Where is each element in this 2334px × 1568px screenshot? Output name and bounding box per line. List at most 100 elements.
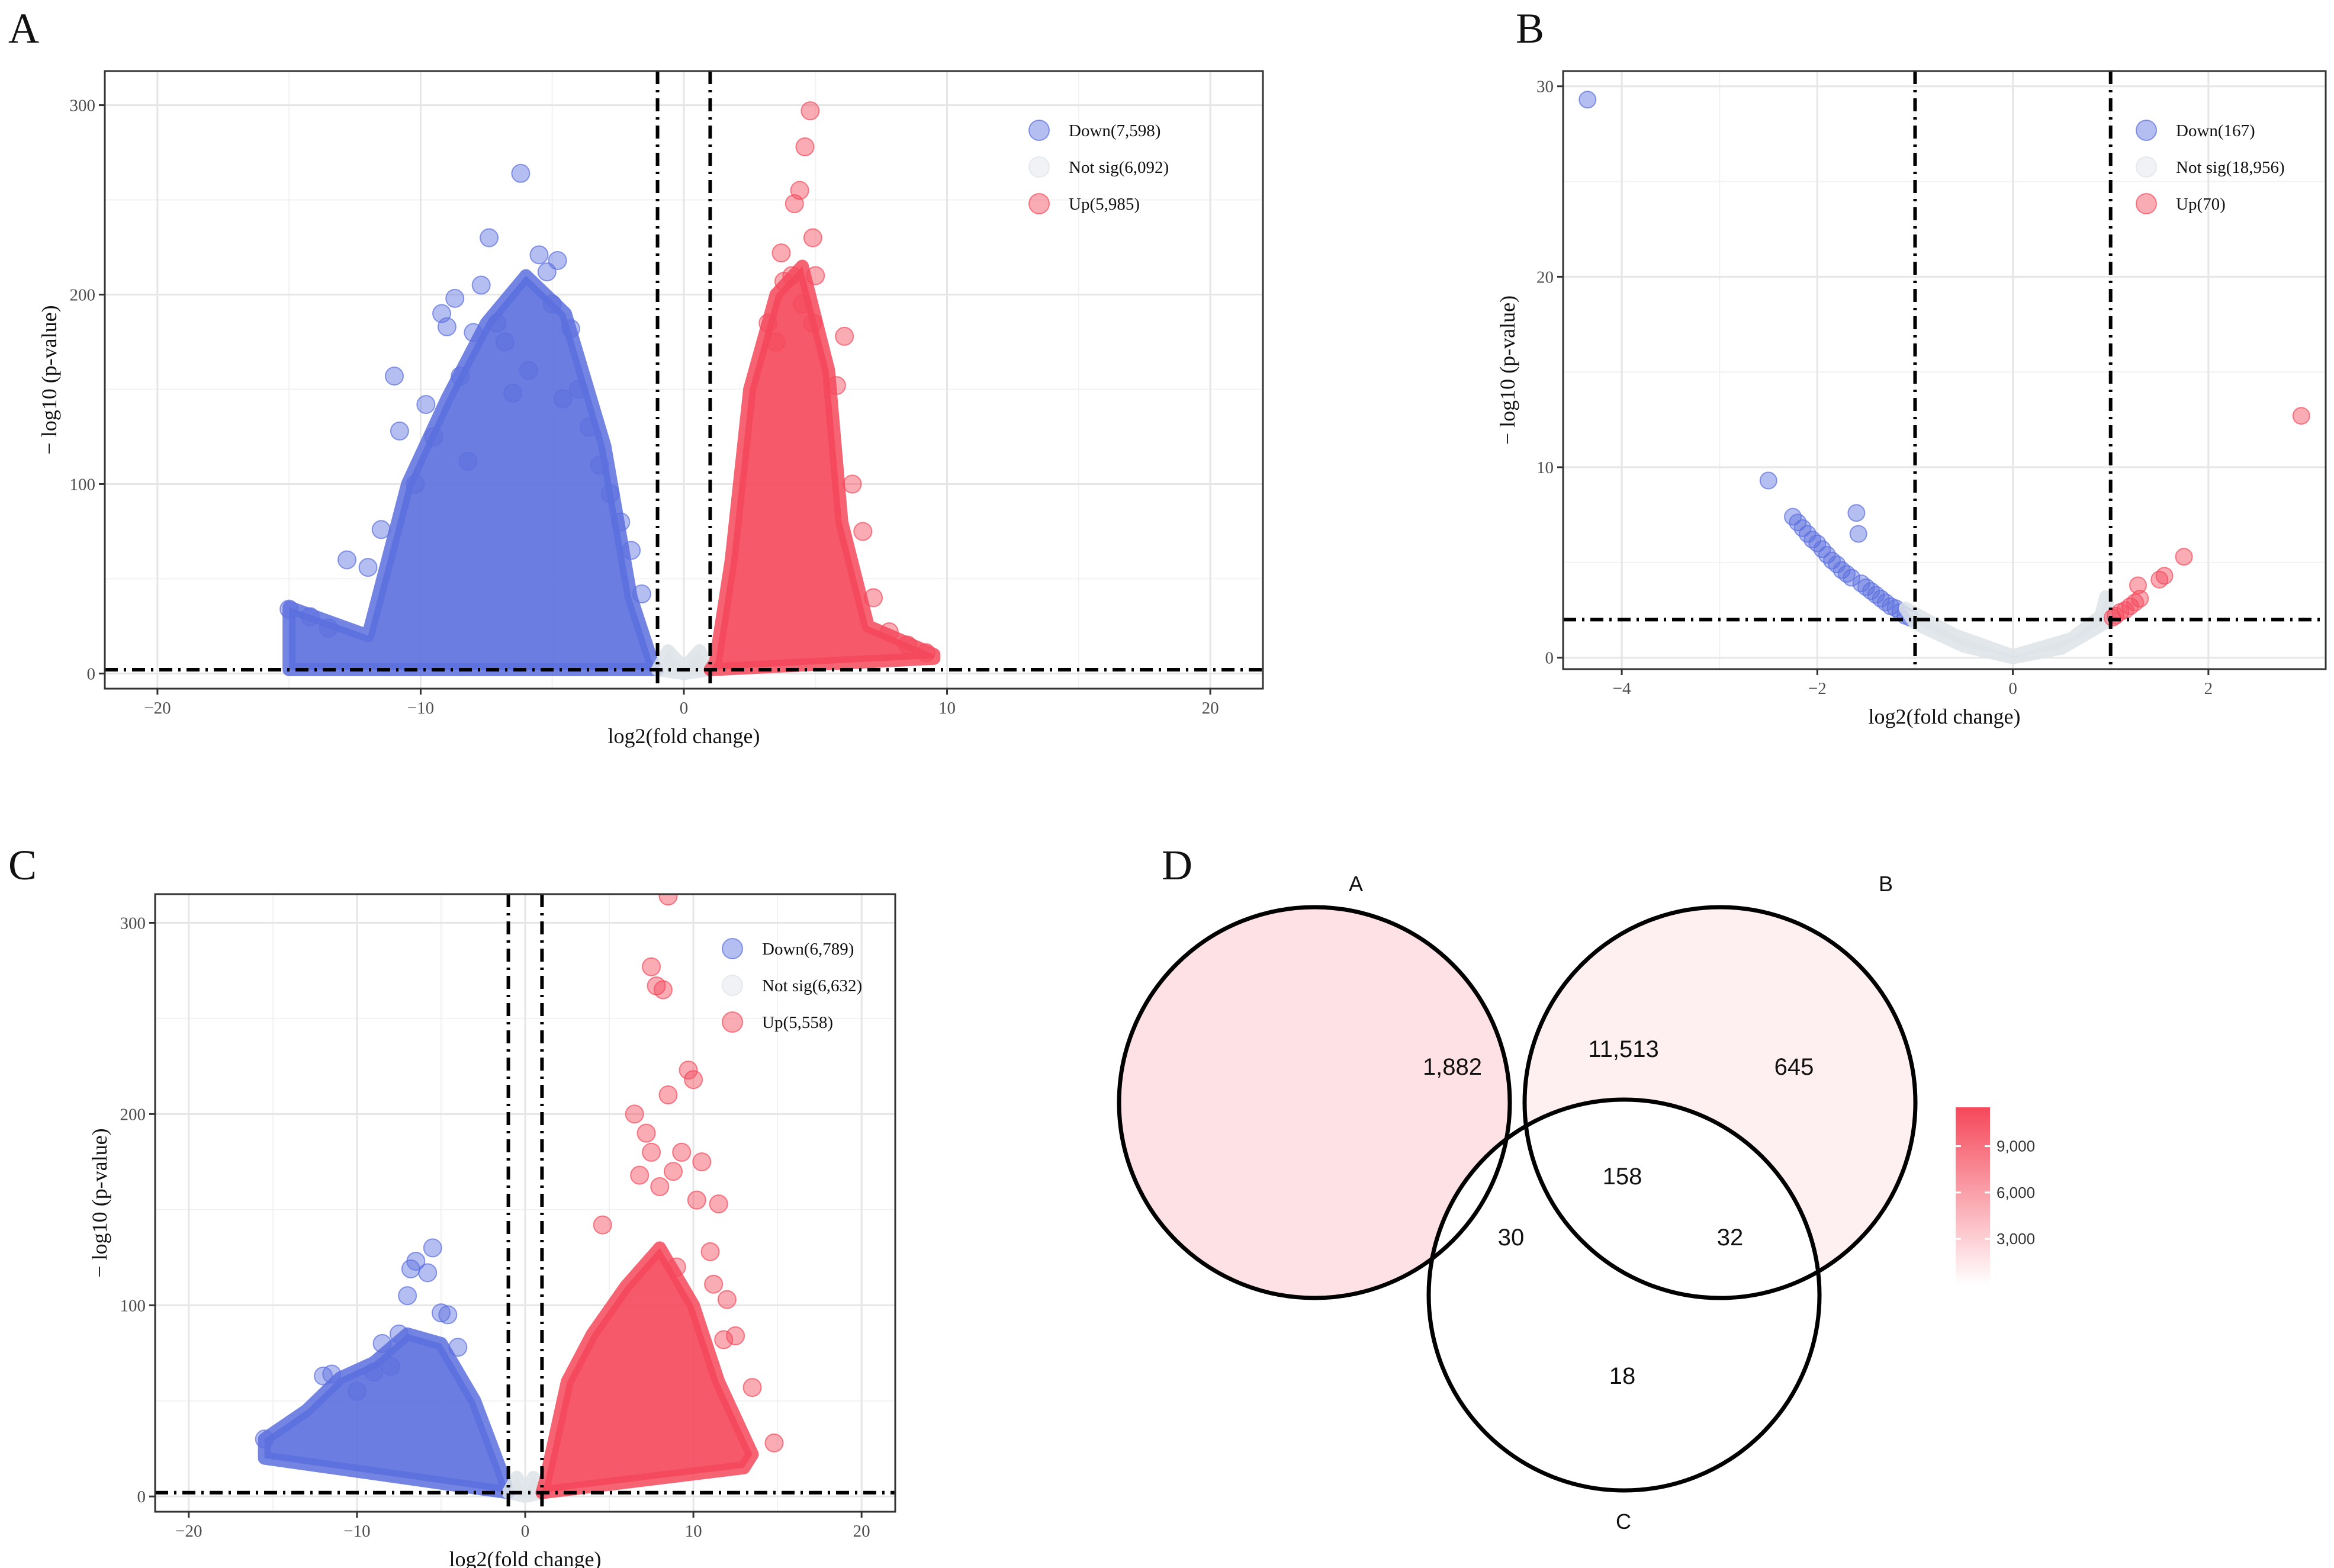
y-tick-label: 200	[120, 1105, 146, 1124]
y-tick-label: 20	[1536, 268, 1554, 287]
x-axis-label: log2(fold change)	[449, 1547, 602, 1568]
data-point-up	[916, 643, 935, 663]
data-point-down	[480, 228, 499, 248]
data-point-down	[458, 452, 478, 471]
data-point-down	[279, 599, 299, 619]
legend-label-up: Up(70)	[2176, 195, 2226, 214]
plot-frame	[1562, 70, 2327, 670]
data-point-up	[853, 522, 873, 541]
data-point-up	[709, 1194, 728, 1214]
data-point-down	[542, 294, 562, 314]
colorbar-ticks: 3,000 6,000 9,000	[1956, 1138, 2035, 1248]
colorbar-tick-label: 9,000	[1997, 1138, 2035, 1155]
data-point-down	[1847, 504, 1866, 522]
panel-label-b: B	[1516, 5, 1544, 52]
data-point-down	[1789, 513, 1807, 532]
colorbar	[1956, 1107, 1990, 1285]
y-tick-label: 30	[1536, 78, 1554, 97]
legend-label-down: Down(167)	[2176, 121, 2255, 140]
data-point-up	[2292, 407, 2310, 425]
plot-area	[1578, 91, 2310, 664]
legend-label-up: Up(5,558)	[762, 1013, 833, 1032]
colorbar-tick-label: 3,000	[1997, 1230, 2035, 1248]
data-point-down	[385, 367, 404, 386]
legend-label-notsig: Not sig(18,956)	[2176, 158, 2285, 177]
data-point-up	[714, 1330, 734, 1349]
series-cloud-notsig	[651, 644, 717, 680]
y-tick-label: 200	[70, 286, 96, 305]
data-point-up	[642, 957, 661, 976]
data-point-down	[389, 1324, 409, 1344]
data-point-down	[347, 1381, 367, 1401]
data-point-down	[448, 1338, 468, 1357]
data-point-down	[322, 1364, 342, 1384]
data-point-down	[503, 383, 523, 403]
data-point-down	[600, 484, 620, 503]
y-tick-label: 0	[1545, 649, 1554, 668]
legend-marker-up	[2136, 193, 2157, 214]
data-point-up	[835, 326, 854, 346]
venn-set-label-b: B	[1879, 872, 1893, 896]
data-point-up	[717, 1290, 737, 1309]
data-point-down	[398, 1286, 417, 1306]
data-point-up	[692, 1152, 712, 1172]
data-point-down	[1784, 507, 1802, 526]
data-point-up	[800, 101, 820, 121]
x-tick-label: 10	[685, 1522, 702, 1541]
data-point-down	[611, 512, 631, 532]
data-point-down	[569, 380, 589, 399]
data-point-down	[451, 367, 470, 386]
legend-marker-notsig	[2136, 156, 2157, 178]
venn-circle-a	[1117, 905, 1512, 1300]
x-tick-label: −4	[1613, 679, 1631, 698]
y-tick-label: 10	[1536, 458, 1554, 477]
data-point-down	[622, 541, 641, 560]
data-point-down	[1793, 519, 1812, 537]
data-point-up	[2175, 548, 2193, 566]
x-tick-label: 0	[680, 699, 689, 718]
data-point-up	[630, 1165, 650, 1185]
legend-label-notsig: Not sig(6,632)	[762, 976, 862, 995]
data-point-down	[406, 474, 425, 494]
data-point-up	[795, 137, 815, 156]
data-point-up	[625, 1104, 644, 1124]
legend-label-up: Up(5,985)	[1069, 195, 1140, 214]
legend-marker-notsig	[722, 975, 743, 996]
data-point-up	[636, 1123, 656, 1143]
plot-area	[279, 101, 941, 680]
data-point-down	[1808, 534, 1827, 552]
data-point-down	[437, 317, 456, 336]
y-axis-label: − log10 (p-value)	[1496, 295, 1519, 445]
data-point-down	[1849, 525, 1867, 543]
data-point-up	[658, 1085, 678, 1105]
x-tick-label: −10	[407, 699, 434, 718]
data-point-up	[898, 635, 917, 655]
legend-marker-notsig	[1028, 156, 1050, 178]
series-cloud-notsig	[1898, 590, 2117, 664]
data-point-down	[519, 361, 538, 380]
data-point-down	[579, 417, 599, 437]
data-point-up	[806, 266, 825, 285]
venn-count-ac: 30	[1498, 1225, 1525, 1251]
venn-count-bc: 32	[1717, 1225, 1744, 1251]
series-cloud-up	[535, 1241, 759, 1499]
data-point-down	[406, 1251, 426, 1271]
venn-count-abc: 158	[1603, 1164, 1642, 1190]
data-point-up	[704, 1274, 724, 1294]
data-point-up	[803, 313, 822, 333]
series-cloud-up	[703, 259, 941, 677]
venn-set-label-a: A	[1349, 872, 1363, 896]
data-point-down	[337, 550, 356, 570]
data-point-up	[650, 1177, 670, 1197]
data-point-down	[471, 275, 491, 295]
x-tick-label: −20	[175, 1522, 202, 1541]
data-point-up	[742, 1378, 762, 1397]
data-point-down	[548, 250, 567, 270]
data-point-down	[553, 389, 573, 409]
data-point-down	[418, 1263, 438, 1283]
data-point-down	[381, 1357, 400, 1376]
x-tick-label: 20	[853, 1522, 870, 1541]
venn-region-a-only	[1119, 907, 1510, 1298]
